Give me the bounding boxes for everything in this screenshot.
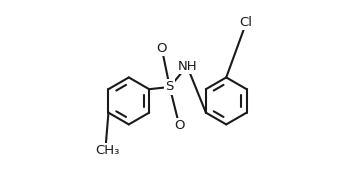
Text: S: S	[165, 81, 174, 93]
Text: Cl: Cl	[240, 16, 253, 29]
Text: O: O	[157, 42, 167, 55]
Text: NH: NH	[177, 60, 197, 73]
Text: CH₃: CH₃	[95, 144, 119, 157]
Text: O: O	[174, 119, 185, 132]
